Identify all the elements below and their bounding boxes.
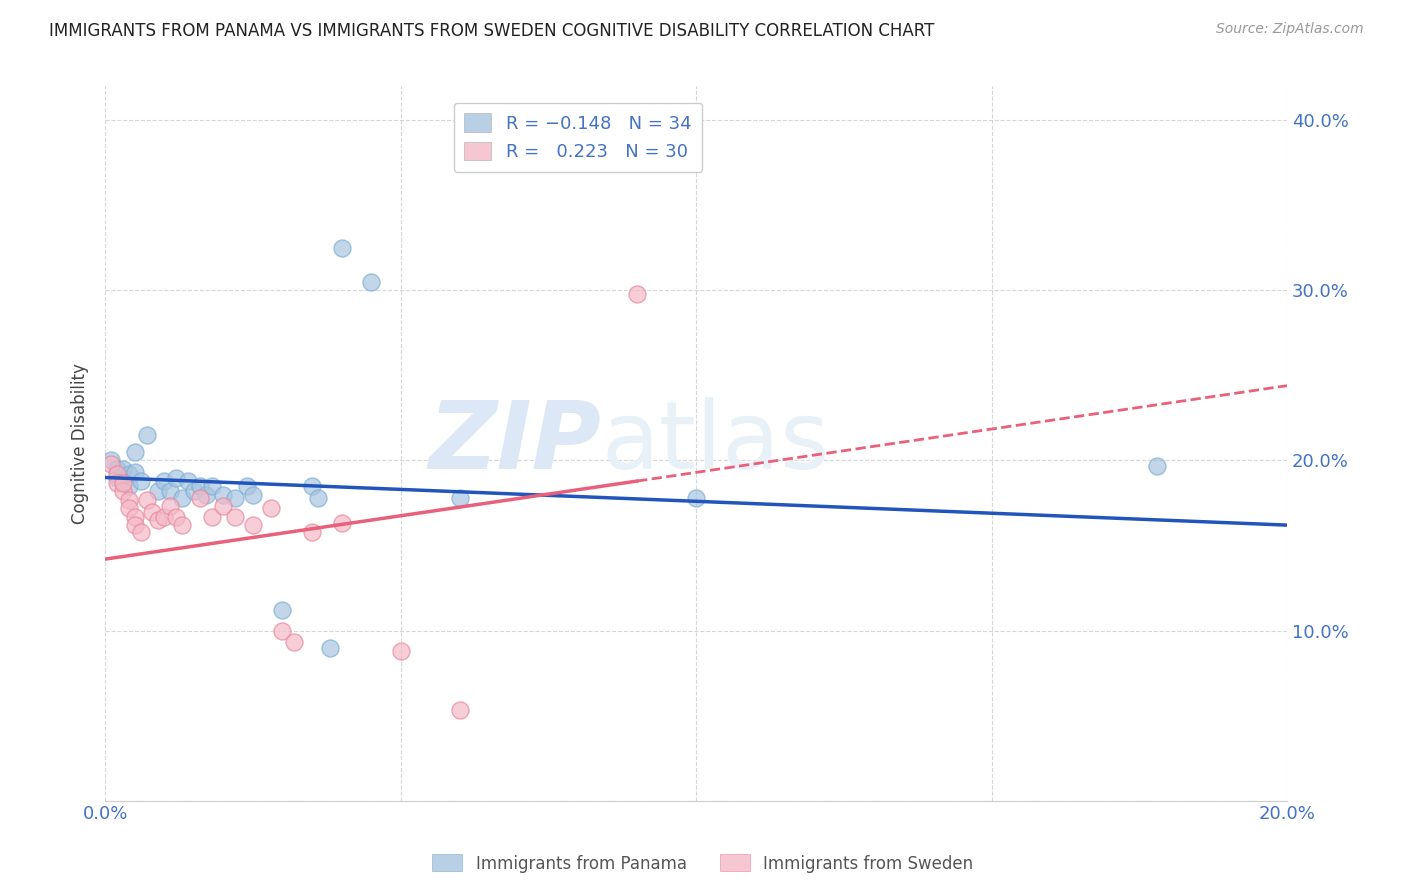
Point bbox=[242, 518, 264, 533]
Point bbox=[118, 492, 141, 507]
Point bbox=[148, 513, 170, 527]
Point bbox=[188, 491, 211, 505]
Point bbox=[360, 275, 382, 289]
Point bbox=[319, 640, 342, 655]
Point bbox=[148, 484, 170, 499]
Text: atlas: atlas bbox=[602, 398, 830, 490]
Point bbox=[111, 484, 134, 499]
Point bbox=[111, 474, 134, 488]
Point bbox=[260, 501, 283, 516]
Point bbox=[135, 428, 157, 442]
Point bbox=[330, 516, 353, 531]
Point bbox=[224, 491, 246, 505]
Point bbox=[1146, 458, 1168, 473]
Point bbox=[159, 484, 181, 499]
Point bbox=[200, 509, 222, 524]
Point bbox=[165, 509, 187, 524]
Legend: R = −0.148   N = 34, R =   0.223   N = 30: R = −0.148 N = 34, R = 0.223 N = 30 bbox=[454, 103, 703, 172]
Point bbox=[111, 475, 134, 490]
Point bbox=[135, 492, 157, 507]
Y-axis label: Cognitive Disability: Cognitive Disability bbox=[72, 363, 89, 524]
Point bbox=[105, 470, 128, 484]
Point bbox=[118, 467, 141, 482]
Point bbox=[170, 518, 193, 533]
Point bbox=[153, 474, 176, 488]
Point bbox=[118, 479, 141, 493]
Point bbox=[100, 457, 122, 471]
Point bbox=[100, 453, 122, 467]
Point bbox=[242, 487, 264, 501]
Point bbox=[301, 524, 323, 539]
Point bbox=[389, 644, 412, 658]
Point bbox=[685, 491, 707, 505]
Point bbox=[165, 470, 187, 484]
Point bbox=[124, 466, 146, 480]
Point bbox=[271, 624, 294, 638]
Point bbox=[124, 445, 146, 459]
Point bbox=[124, 509, 146, 524]
Point bbox=[105, 462, 128, 476]
Point bbox=[307, 491, 329, 505]
Point bbox=[224, 509, 246, 524]
Point bbox=[301, 479, 323, 493]
Point bbox=[141, 504, 163, 518]
Point bbox=[124, 518, 146, 533]
Point bbox=[200, 479, 222, 493]
Text: Source: ZipAtlas.com: Source: ZipAtlas.com bbox=[1216, 22, 1364, 37]
Point bbox=[118, 501, 141, 516]
Point bbox=[212, 487, 235, 501]
Point bbox=[177, 474, 200, 488]
Point bbox=[111, 462, 134, 476]
Point bbox=[105, 467, 128, 482]
Text: ZIP: ZIP bbox=[429, 398, 602, 490]
Point bbox=[153, 509, 176, 524]
Point bbox=[129, 474, 152, 488]
Point bbox=[626, 286, 648, 301]
Point bbox=[129, 524, 152, 539]
Point bbox=[194, 487, 217, 501]
Point bbox=[105, 475, 128, 490]
Point bbox=[212, 500, 235, 514]
Point bbox=[330, 241, 353, 255]
Point bbox=[236, 479, 259, 493]
Text: IMMIGRANTS FROM PANAMA VS IMMIGRANTS FROM SWEDEN COGNITIVE DISABILITY CORRELATIO: IMMIGRANTS FROM PANAMA VS IMMIGRANTS FRO… bbox=[49, 22, 935, 40]
Point bbox=[283, 635, 305, 649]
Point bbox=[449, 704, 471, 718]
Point bbox=[271, 603, 294, 617]
Point bbox=[159, 500, 181, 514]
Point bbox=[449, 491, 471, 505]
Point bbox=[183, 484, 205, 499]
Legend: Immigrants from Panama, Immigrants from Sweden: Immigrants from Panama, Immigrants from … bbox=[426, 847, 980, 880]
Point bbox=[188, 479, 211, 493]
Point bbox=[170, 491, 193, 505]
